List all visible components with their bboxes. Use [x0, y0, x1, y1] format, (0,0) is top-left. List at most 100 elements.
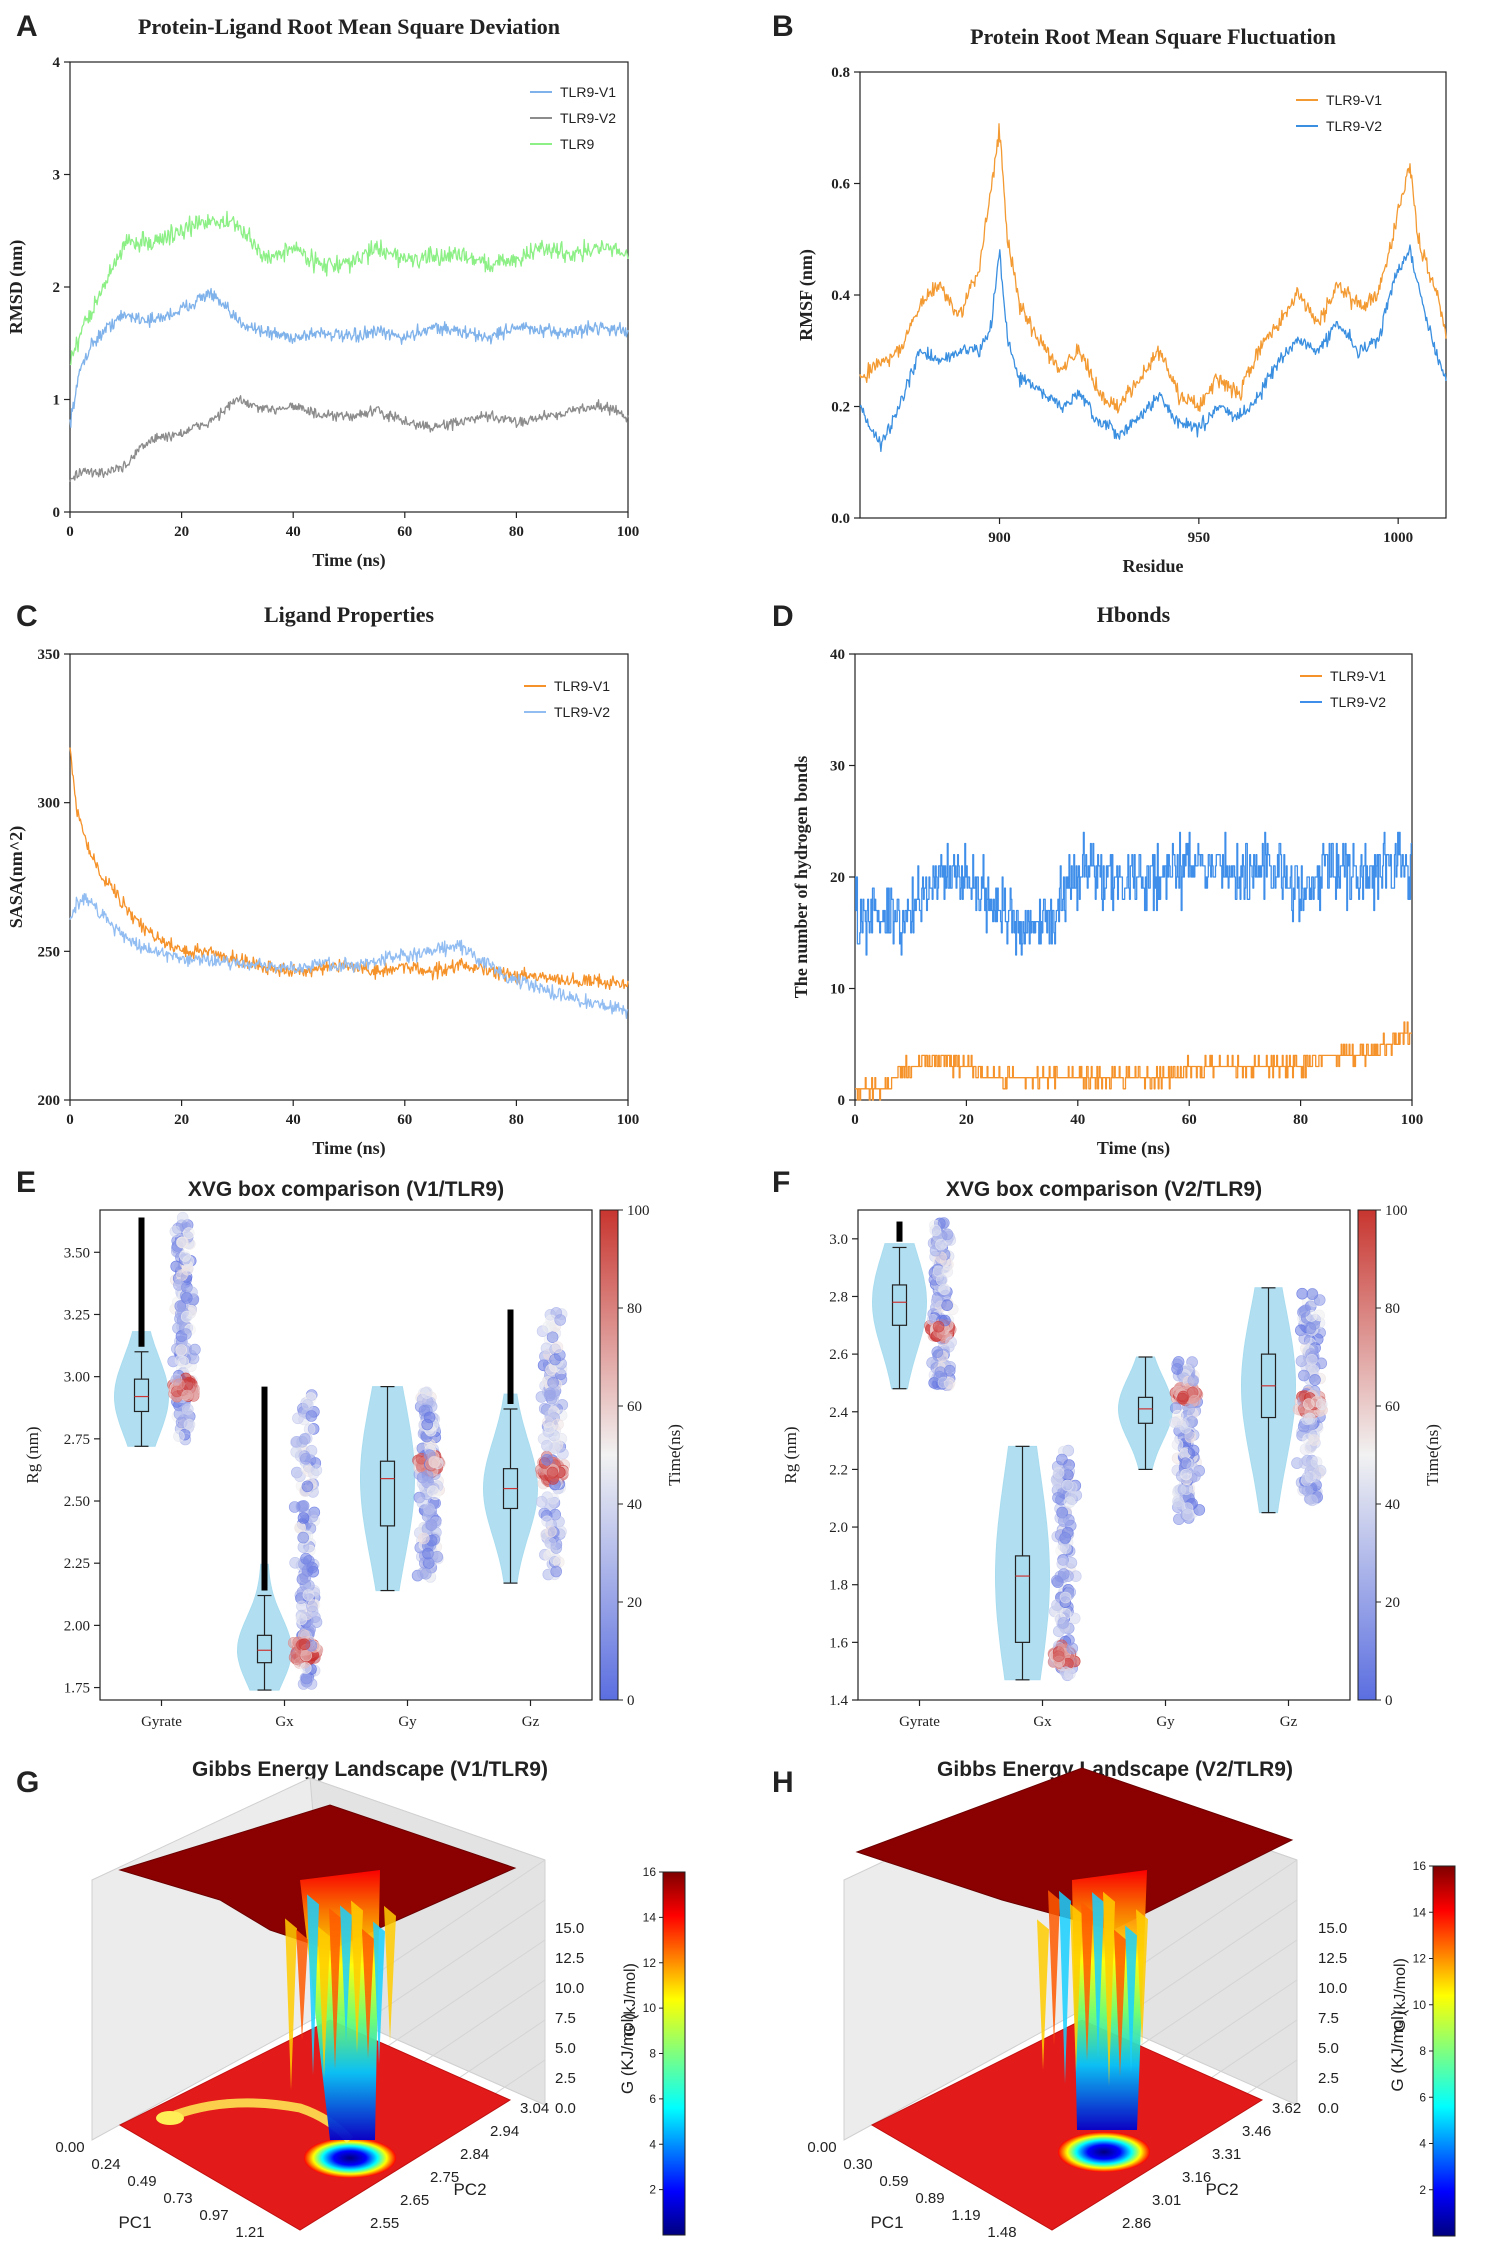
pc2-tick-label: 3.04 [520, 2100, 549, 2117]
x-tick-label: 950 [1188, 530, 1211, 546]
pc2-tick-label: 2.75 [430, 2169, 459, 2186]
chart-title: XVG box comparison (V2/TLR9) [946, 1178, 1262, 1201]
pc1-tick-label: 0.00 [55, 2139, 84, 2156]
y-tick-label: 3.25 [64, 1307, 90, 1323]
scatter-point [931, 1346, 944, 1358]
colorbar-label: G (KJ/mol) [1388, 2010, 1407, 2091]
scatter-point [419, 1568, 432, 1580]
scatter-point [1303, 1398, 1315, 1410]
scatter-point [555, 1432, 568, 1445]
scatter-point [941, 1299, 953, 1311]
scatter-point [1052, 1492, 1064, 1504]
scatter-point [189, 1343, 201, 1356]
z-tick-label: 5.0 [1318, 2040, 1339, 2057]
legend-label: TLR9-V1 [1326, 92, 1382, 108]
series-line-TLR9-V2 [855, 831, 1412, 956]
x-tick-label: 20 [174, 1112, 189, 1128]
floor-contour [118, 2019, 512, 2231]
x-tick-label: 1000 [1383, 530, 1413, 546]
scatter-point [300, 1672, 313, 1685]
colorbar-tick-label: 2 [1419, 2183, 1426, 2197]
y-tick-label: 2 [53, 280, 61, 296]
legend-label: TLR9-V2 [554, 704, 610, 720]
surface-spike [285, 1918, 297, 2091]
x-tick-label: 60 [397, 524, 412, 540]
scatter-point [545, 1525, 557, 1538]
scatter-point [1053, 1650, 1065, 1662]
x-tick-label: Gx [1033, 1714, 1052, 1730]
pc2-tick-label: 3.01 [1152, 2192, 1181, 2209]
scatter-point [302, 1589, 315, 1601]
z-tick-label: 0.0 [1318, 2100, 1339, 2117]
colorbar-tick-label: 16 [1413, 1859, 1427, 1873]
x-axis-label: Time (ns) [312, 1138, 385, 1159]
scatter-point [180, 1328, 192, 1340]
panel-letter: C [16, 600, 38, 633]
scatter-point [930, 1295, 943, 1308]
scatter-point [173, 1279, 185, 1291]
pc1-tick-label: 0.30 [843, 2156, 872, 2173]
scatter-point [173, 1430, 185, 1442]
pc1-tick-label: 0.24 [91, 2156, 120, 2173]
colorbar-tick-label: 0 [627, 1693, 635, 1709]
y-axis-label: Rg (nm) [23, 1426, 42, 1483]
z-axis-label: G (kJ/mol) [622, 1963, 639, 2037]
chart-title: Hbonds [1097, 602, 1171, 627]
legend-label: TLR9-V1 [1330, 668, 1386, 684]
scatter-point [420, 1387, 433, 1399]
pc2-tick-label: 3.46 [1242, 2123, 1271, 2140]
y-axis-label: RMSF (nm) [796, 249, 817, 341]
y-tick-label: 0.8 [831, 65, 850, 81]
panel-letter: A [16, 10, 38, 43]
panel-H: H Gibbs Energy Landscape (V2/TLR9) 0.0 2.5 5… [772, 1758, 1456, 2241]
panel-F: F XVG box comparison (V2/TLR9) 1.4 1.6 1.8 2.… [772, 1166, 1442, 1730]
surface-spike [1037, 1919, 1049, 2070]
series-line-TLR9-V1 [859, 123, 1447, 414]
y-tick-label: 1 [53, 393, 61, 409]
series-line-TLR9-V2 [69, 892, 629, 1019]
chart-title: Gibbs Energy Landscape (V2/TLR9) [937, 1758, 1293, 1781]
z-tick-label: 2.5 [1318, 2070, 1339, 2087]
x-tick-label: Gy [1156, 1714, 1175, 1730]
scatter-point [945, 1336, 957, 1348]
floor-contour [870, 2019, 1264, 2231]
scatter-point [299, 1453, 312, 1465]
colorbar-tick-label: 4 [649, 2137, 656, 2151]
scatter-point [1306, 1494, 1318, 1507]
pc1-tick-label: 1.21 [235, 2224, 264, 2241]
pc1-tick-label: 0.89 [915, 2190, 944, 2207]
scatter-point [1171, 1358, 1184, 1371]
y-tick-label: 0 [838, 1093, 846, 1109]
x-tick-label: 40 [1070, 1112, 1085, 1128]
surface-spike [362, 1928, 374, 2059]
scatter-point [183, 1418, 196, 1431]
colorbar-tick-label: 40 [1385, 1497, 1400, 1513]
chart-title: Protein-Ligand Root Mean Square Deviatio… [138, 14, 560, 39]
scatter-point [176, 1236, 188, 1249]
colorbar [662, 1871, 686, 2236]
scatter-point [417, 1532, 430, 1545]
z-axis-label: G (kJ/mol) [1392, 1958, 1409, 2032]
surface-spike [1125, 1925, 1137, 2074]
series-line-TLR9-V1 [69, 747, 629, 991]
scatter-point [1171, 1438, 1184, 1451]
pc2-tick-label: 3.31 [1212, 2146, 1241, 2163]
surface-spike [1048, 1890, 1060, 2046]
scatter-point [1169, 1416, 1181, 1429]
scatter-point [1056, 1453, 1068, 1466]
series-line-TLR9-V1 [855, 1021, 1412, 1101]
y-tick-label: 1.8 [829, 1578, 848, 1594]
y-tick-label: 2.0 [829, 1520, 848, 1536]
surface-spike [1081, 1901, 1093, 2061]
y-tick-label: 200 [38, 1093, 61, 1109]
y-tick-label: 3.50 [64, 1245, 90, 1261]
scatter-point [535, 1496, 548, 1508]
scatter-point [310, 1616, 323, 1628]
scatter-point [305, 1410, 318, 1422]
scatter-point [176, 1269, 188, 1281]
y-axis-label: SASA(nm^2) [6, 826, 27, 928]
scatter-point [298, 1433, 311, 1445]
scatter-point [541, 1515, 553, 1528]
pc2-tick-label: 2.86 [1122, 2215, 1151, 2232]
